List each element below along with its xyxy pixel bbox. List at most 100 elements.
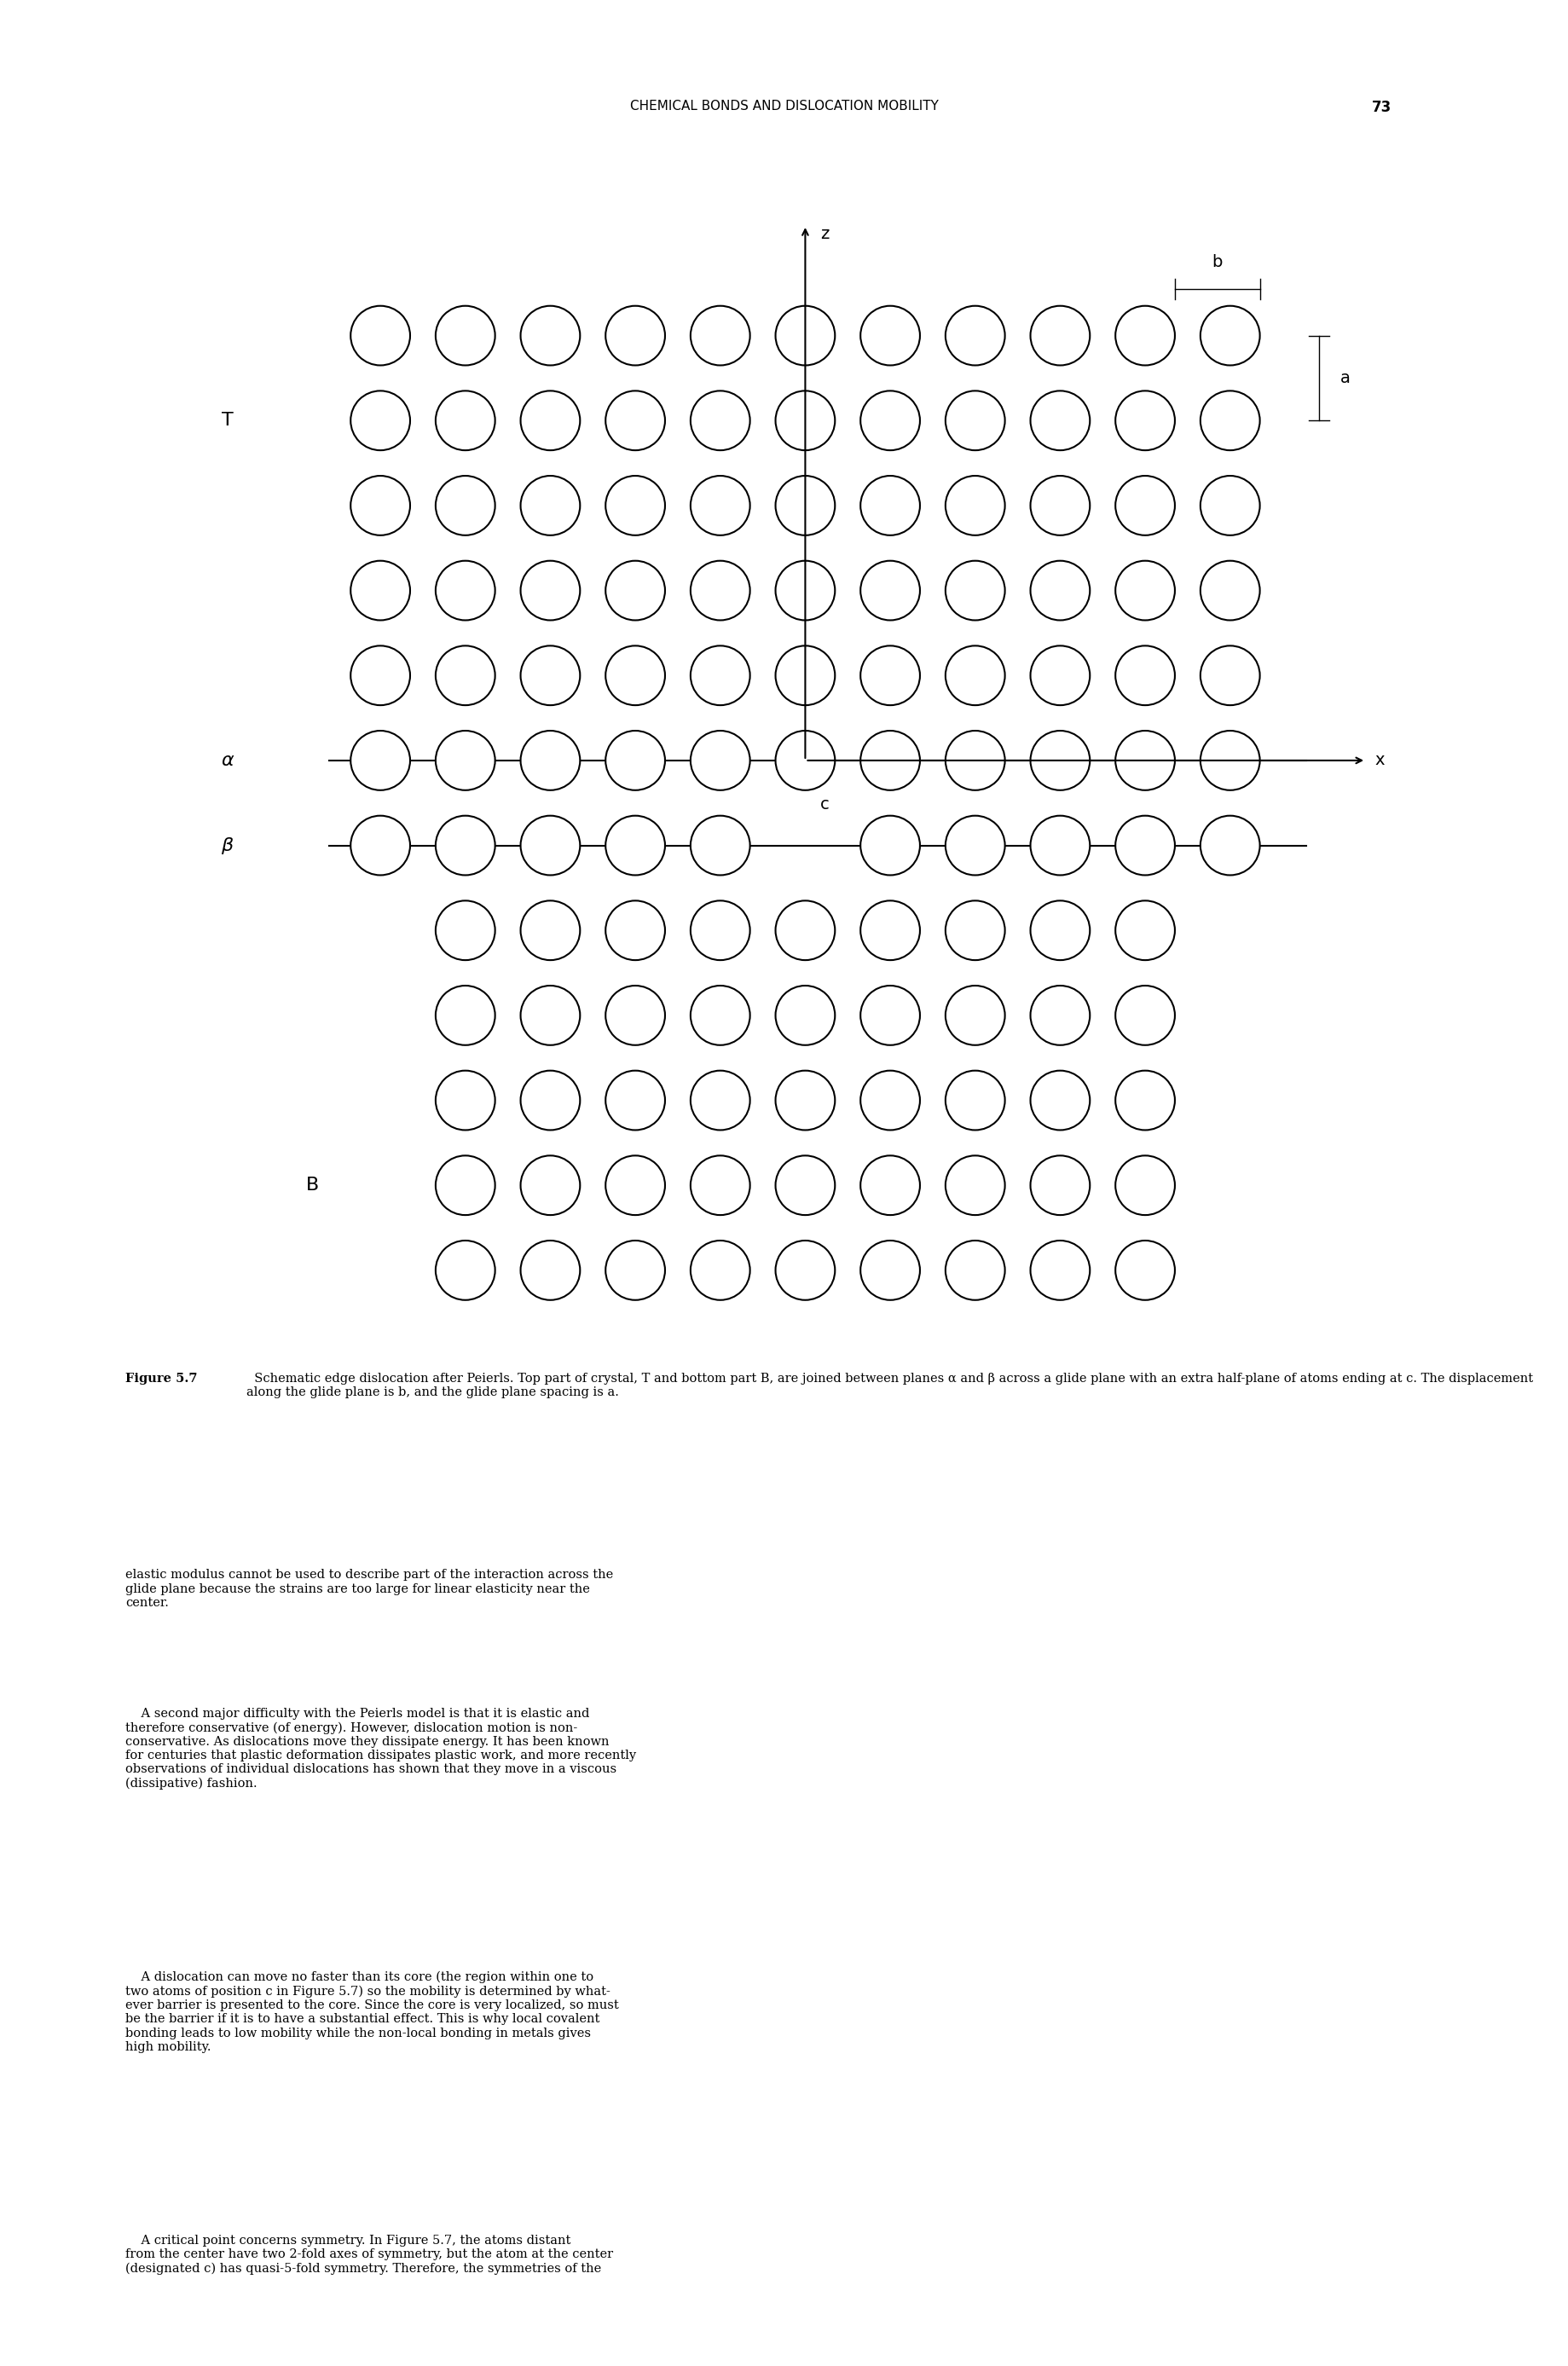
Text: $\beta$: $\beta$ [221,835,234,856]
Circle shape [605,646,665,705]
Circle shape [1201,390,1259,450]
Circle shape [605,731,665,790]
Circle shape [861,476,920,535]
Circle shape [776,901,836,961]
Circle shape [521,305,580,364]
Circle shape [436,1155,495,1216]
Text: c: c [820,795,829,812]
Circle shape [1201,646,1259,705]
Circle shape [436,731,495,790]
Circle shape [946,476,1005,535]
Circle shape [690,390,750,450]
Text: elastic modulus cannot be used to describe part of the interaction across the
gl: elastic modulus cannot be used to descri… [125,1569,613,1609]
Text: T: T [221,412,234,428]
Circle shape [690,476,750,535]
Circle shape [1030,305,1090,364]
Circle shape [946,1069,1005,1131]
Text: A dislocation can move no faster than its core (the region within one to
two ato: A dislocation can move no faster than it… [125,1971,619,2054]
Circle shape [521,646,580,705]
Circle shape [436,816,495,875]
Circle shape [436,561,495,620]
Circle shape [946,1240,1005,1299]
Circle shape [946,305,1005,364]
Circle shape [521,1155,580,1216]
Circle shape [1115,731,1174,790]
Circle shape [1115,305,1174,364]
Circle shape [1030,987,1090,1046]
Circle shape [521,476,580,535]
Circle shape [776,646,836,705]
Circle shape [690,816,750,875]
Circle shape [946,731,1005,790]
Circle shape [861,987,920,1046]
Circle shape [436,901,495,961]
Circle shape [946,1155,1005,1216]
Circle shape [776,987,836,1046]
Circle shape [605,1069,665,1131]
Circle shape [1030,816,1090,875]
Circle shape [1201,561,1259,620]
Circle shape [1030,390,1090,450]
Circle shape [436,987,495,1046]
Circle shape [861,1240,920,1299]
Text: z: z [820,225,829,241]
Circle shape [605,1240,665,1299]
Circle shape [1030,646,1090,705]
Circle shape [1115,390,1174,450]
Circle shape [351,731,411,790]
Circle shape [605,901,665,961]
Circle shape [861,561,920,620]
Circle shape [521,731,580,790]
Circle shape [690,731,750,790]
Circle shape [690,646,750,705]
Circle shape [1115,816,1174,875]
Circle shape [690,561,750,620]
Circle shape [1030,731,1090,790]
Circle shape [605,1155,665,1216]
Circle shape [436,390,495,450]
Circle shape [351,816,411,875]
Circle shape [1115,987,1174,1046]
Circle shape [776,305,836,364]
Text: 73: 73 [1372,99,1392,114]
Circle shape [776,476,836,535]
Circle shape [1201,476,1259,535]
Text: CHEMICAL BONDS AND DISLOCATION MOBILITY: CHEMICAL BONDS AND DISLOCATION MOBILITY [630,99,938,111]
Circle shape [351,390,411,450]
Circle shape [1115,561,1174,620]
Circle shape [1030,561,1090,620]
Circle shape [861,816,920,875]
Circle shape [521,390,580,450]
Circle shape [1201,305,1259,364]
Circle shape [690,987,750,1046]
Circle shape [1030,901,1090,961]
Text: Figure 5.7: Figure 5.7 [125,1372,198,1384]
Circle shape [946,901,1005,961]
Circle shape [436,476,495,535]
Circle shape [605,561,665,620]
Circle shape [690,305,750,364]
Circle shape [861,646,920,705]
Circle shape [690,1155,750,1216]
Circle shape [1115,901,1174,961]
Circle shape [946,390,1005,450]
Text: x: x [1375,752,1385,769]
Circle shape [605,987,665,1046]
Circle shape [1201,816,1259,875]
Circle shape [605,390,665,450]
Circle shape [690,1069,750,1131]
Circle shape [776,1240,836,1299]
Circle shape [1115,646,1174,705]
Circle shape [521,987,580,1046]
Circle shape [776,1069,836,1131]
Circle shape [521,901,580,961]
Circle shape [436,305,495,364]
Circle shape [1030,476,1090,535]
Circle shape [436,646,495,705]
Circle shape [861,1069,920,1131]
Text: b: b [1212,253,1223,270]
Circle shape [1030,1155,1090,1216]
Circle shape [861,390,920,450]
Circle shape [521,816,580,875]
Circle shape [1115,1240,1174,1299]
